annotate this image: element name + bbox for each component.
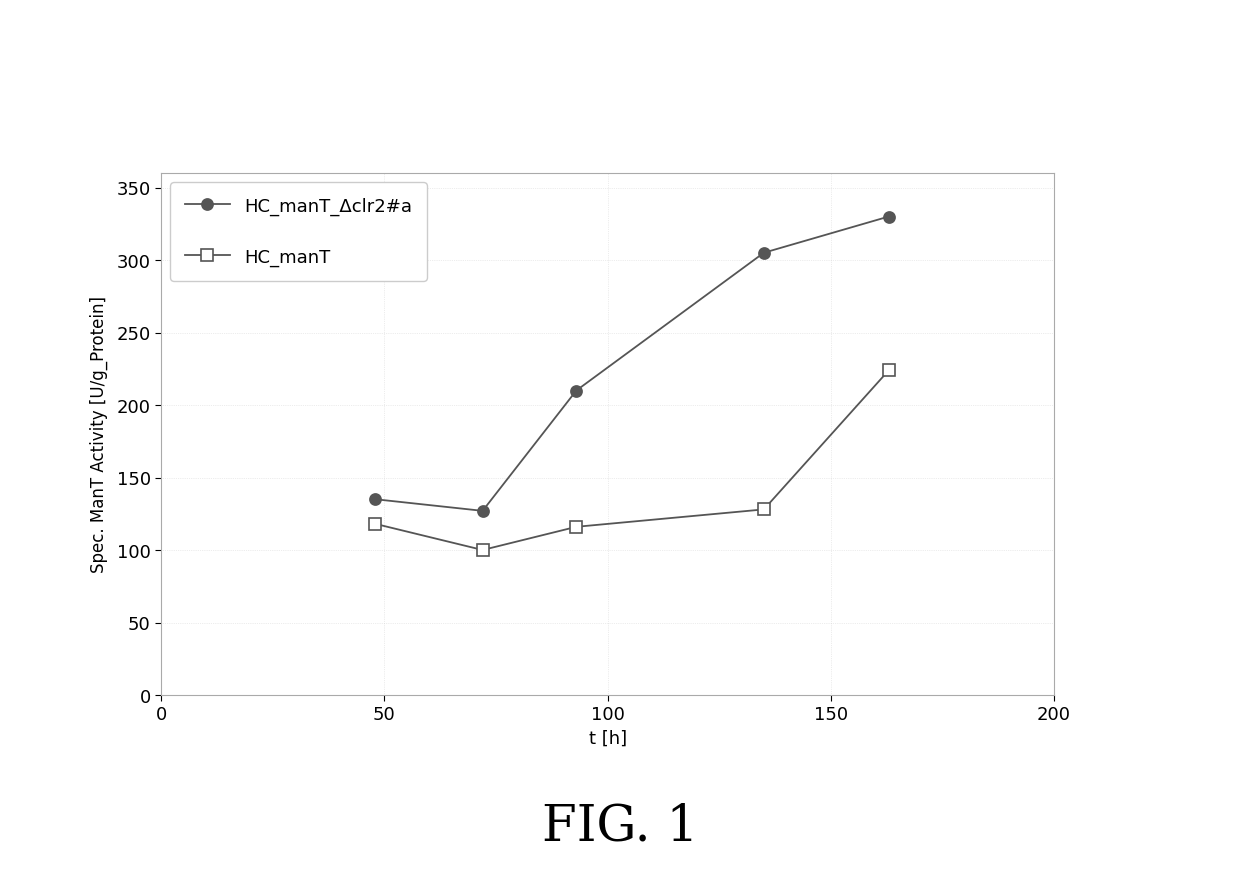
HC_manT (475, 545, 490, 555)
HC_manT_Δclr2#a (569, 386, 584, 396)
Y-axis label: Spec. ManT Activity [U/g_Protein]: Spec. ManT Activity [U/g_Protein] (91, 296, 108, 573)
HC_manT (569, 522, 584, 533)
Line: HC_manT_Δclr2#a: HC_manT_Δclr2#a (370, 212, 894, 517)
HC_manT_Δclr2#a (756, 249, 771, 259)
HC_manT_Δclr2#a (475, 506, 490, 516)
HC_manT_Δclr2#a (882, 212, 897, 222)
HC_manT (368, 519, 383, 529)
HC_manT (756, 505, 771, 515)
X-axis label: t [h]: t [h] (589, 729, 626, 747)
Text: FIG. 1: FIG. 1 (542, 801, 698, 850)
Legend: HC_manT_Δclr2#a, , HC_manT: HC_manT_Δclr2#a, , HC_manT (170, 182, 427, 282)
Line: HC_manT: HC_manT (370, 365, 894, 556)
HC_manT (882, 366, 897, 376)
HC_manT_Δclr2#a (368, 494, 383, 505)
